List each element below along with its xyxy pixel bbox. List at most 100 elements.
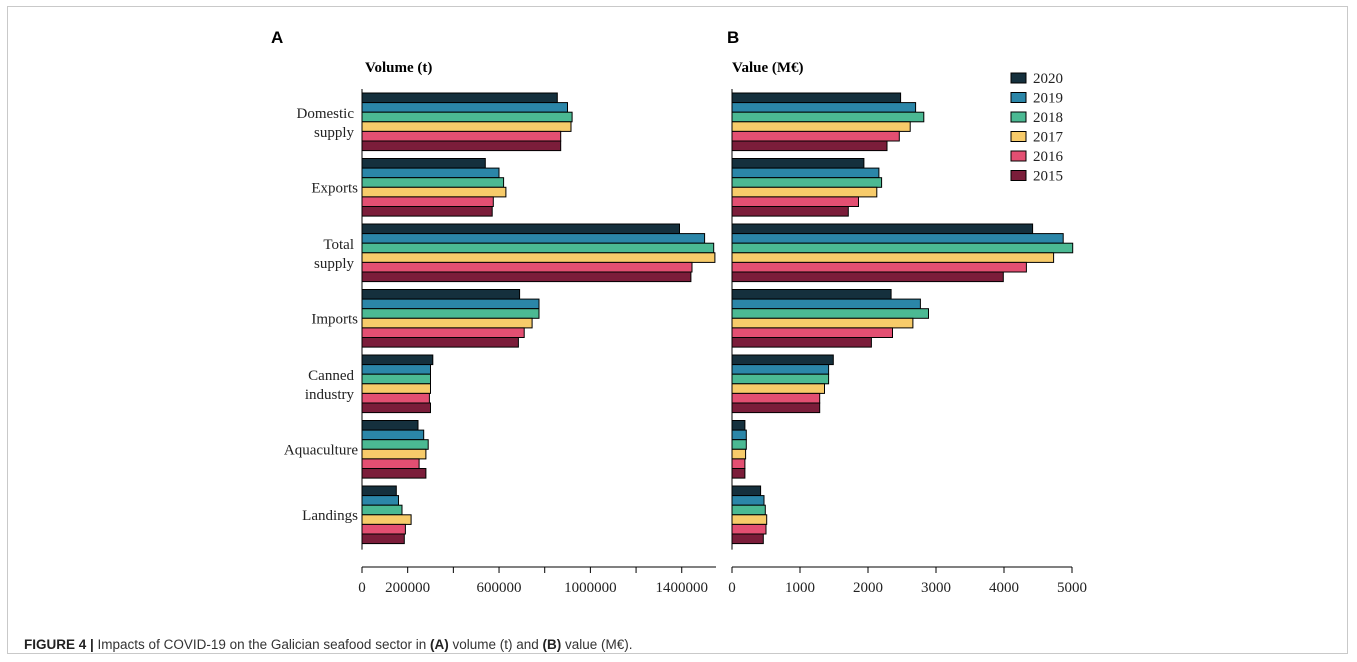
bar-volume-canned-industry-2018 [361, 373, 431, 385]
x-tick-label: 1000000 [564, 580, 617, 596]
bar-value-canned-industry-2019 [731, 364, 830, 375]
legend-label-2016: 2016 [1033, 149, 1064, 165]
bar-value-landings-2018 [731, 504, 766, 516]
panel-a-letter: A [271, 28, 283, 47]
bar-volume-imports-2016 [361, 327, 525, 338]
bar-volume-aquaculture-2020 [361, 420, 419, 431]
bar-volume-domestic-supply-2016 [361, 130, 562, 142]
bar-volume-landings-2015 [361, 533, 405, 545]
figure-caption: FIGURE 4 | Impacts of COVID-19 on the Ga… [24, 637, 1324, 652]
bar-volume-exports-2015 [361, 206, 493, 217]
caption-text-1: Impacts of COVID-19 on the Galician seaf… [93, 637, 430, 652]
legend-swatch-2019 [1010, 92, 1027, 103]
bar-volume-domestic-supply-2018 [361, 111, 573, 123]
bar-value-imports-2020 [731, 289, 892, 300]
caption-label: FIGURE 4 | [24, 637, 94, 652]
bar-volume-total-supply-2017 [361, 252, 716, 263]
bar-value-canned-industry-2017 [731, 383, 825, 394]
caption-text-2: volume (t) and [448, 637, 543, 652]
legend-label-2015: 2015 [1033, 169, 1063, 185]
category-label-total-supply-line1: Total [323, 237, 354, 253]
bar-value-total-supply-2017 [731, 252, 1055, 263]
panel-b-title: Value (M€) [732, 60, 804, 76]
x-tick-label: 0 [358, 580, 366, 596]
bar-volume-imports-2018 [361, 308, 540, 319]
bar-volume-canned-industry-2016 [361, 392, 430, 404]
bar-value-landings-2020 [731, 485, 762, 497]
category-label-total-supply-line2: supply [314, 256, 355, 272]
bar-volume-imports-2017 [361, 317, 533, 329]
bar-volume-imports-2020 [361, 289, 521, 300]
bar-value-domestic-supply-2019 [731, 102, 917, 113]
category-label-exports: Exports [311, 180, 358, 196]
bar-volume-canned-industry-2019 [361, 364, 431, 375]
figure-frame [7, 6, 1348, 654]
bar-volume-total-supply-2016 [361, 261, 693, 273]
x-tick-label: 2000 [853, 580, 883, 596]
panel-a-chart: Domestic supply Exports Total supply Imports C… [284, 89, 716, 596]
legend-label-2017: 2017 [1033, 130, 1064, 146]
bar-volume-landings-2017 [361, 514, 412, 525]
bar-value-imports-2017 [731, 317, 914, 329]
legend-label-2019: 2019 [1033, 91, 1063, 107]
bar-volume-canned-industry-2017 [361, 383, 431, 394]
bar-value-domestic-supply-2017 [731, 121, 911, 132]
bar-volume-exports-2017 [361, 186, 507, 198]
x-tick-label: 3000 [921, 580, 951, 596]
legend-swatch-2017 [1010, 131, 1027, 142]
bar-value-landings-2019 [731, 495, 765, 506]
x-tick-label: 0 [728, 580, 736, 596]
legend-swatch-2018 [1010, 111, 1027, 123]
bar-value-exports-2015 [731, 206, 849, 217]
bar-value-canned-industry-2015 [731, 402, 821, 414]
x-tick-label: 5000 [1057, 580, 1087, 596]
x-tick-label: 1000 [785, 580, 815, 596]
bar-value-exports-2017 [731, 186, 878, 198]
bar-volume-domestic-supply-2019 [361, 102, 568, 113]
bar-volume-exports-2020 [361, 158, 486, 169]
bar-value-imports-2018 [731, 308, 929, 319]
bar-value-aquaculture-2017 [731, 448, 747, 460]
bar-volume-domestic-supply-2015 [361, 140, 562, 152]
bar-volume-landings-2020 [361, 485, 397, 497]
legend-label-2020: 2020 [1033, 71, 1063, 87]
bar-volume-imports-2019 [361, 298, 540, 310]
bar-volume-canned-industry-2020 [361, 354, 434, 366]
bar-value-landings-2015 [731, 533, 764, 545]
bar-value-canned-industry-2020 [731, 354, 834, 366]
bar-volume-total-supply-2020 [361, 223, 680, 235]
bar-volume-landings-2019 [361, 495, 399, 506]
bar-value-domestic-supply-2016 [731, 130, 900, 142]
bar-value-aquaculture-2016 [731, 458, 746, 469]
bar-value-exports-2020 [731, 158, 865, 169]
bar-value-landings-2016 [731, 523, 767, 535]
bar-value-exports-2019 [731, 167, 880, 179]
bar-volume-total-supply-2018 [361, 242, 715, 254]
category-label-imports: Imports [311, 311, 358, 327]
bar-value-exports-2018 [731, 177, 883, 188]
bar-volume-exports-2016 [361, 196, 494, 207]
bar-value-aquaculture-2019 [731, 429, 747, 441]
x-tick-label: 1400000 [655, 580, 708, 596]
category-label-canned-industry-line2: industry [305, 387, 355, 403]
x-tick-label: 4000 [989, 580, 1019, 596]
bar-value-imports-2015 [731, 337, 872, 348]
category-label-landings: Landings [302, 508, 358, 524]
bar-volume-canned-industry-2015 [361, 402, 431, 414]
bar-volume-domestic-supply-2020 [361, 92, 558, 104]
bar-value-total-supply-2015 [731, 271, 1004, 283]
bar-value-domestic-supply-2018 [731, 111, 925, 123]
bar-volume-aquaculture-2015 [361, 468, 427, 479]
bar-volume-total-supply-2015 [361, 271, 692, 283]
bar-value-imports-2019 [731, 298, 921, 310]
bar-value-total-supply-2018 [731, 242, 1074, 254]
bar-value-total-supply-2019 [731, 233, 1064, 244]
panel-b-chart: 0 1000 2000 3000 4000 5000 [728, 89, 1087, 596]
bar-value-total-supply-2020 [731, 223, 1034, 235]
caption-a-marker: (A) [429, 637, 449, 652]
bar-volume-aquaculture-2016 [361, 458, 420, 469]
bar-value-exports-2016 [731, 196, 859, 207]
bar-volume-aquaculture-2017 [361, 448, 427, 460]
category-label-domestic-supply-line1: Domestic [297, 106, 355, 122]
bar-value-canned-industry-2018 [731, 373, 830, 385]
